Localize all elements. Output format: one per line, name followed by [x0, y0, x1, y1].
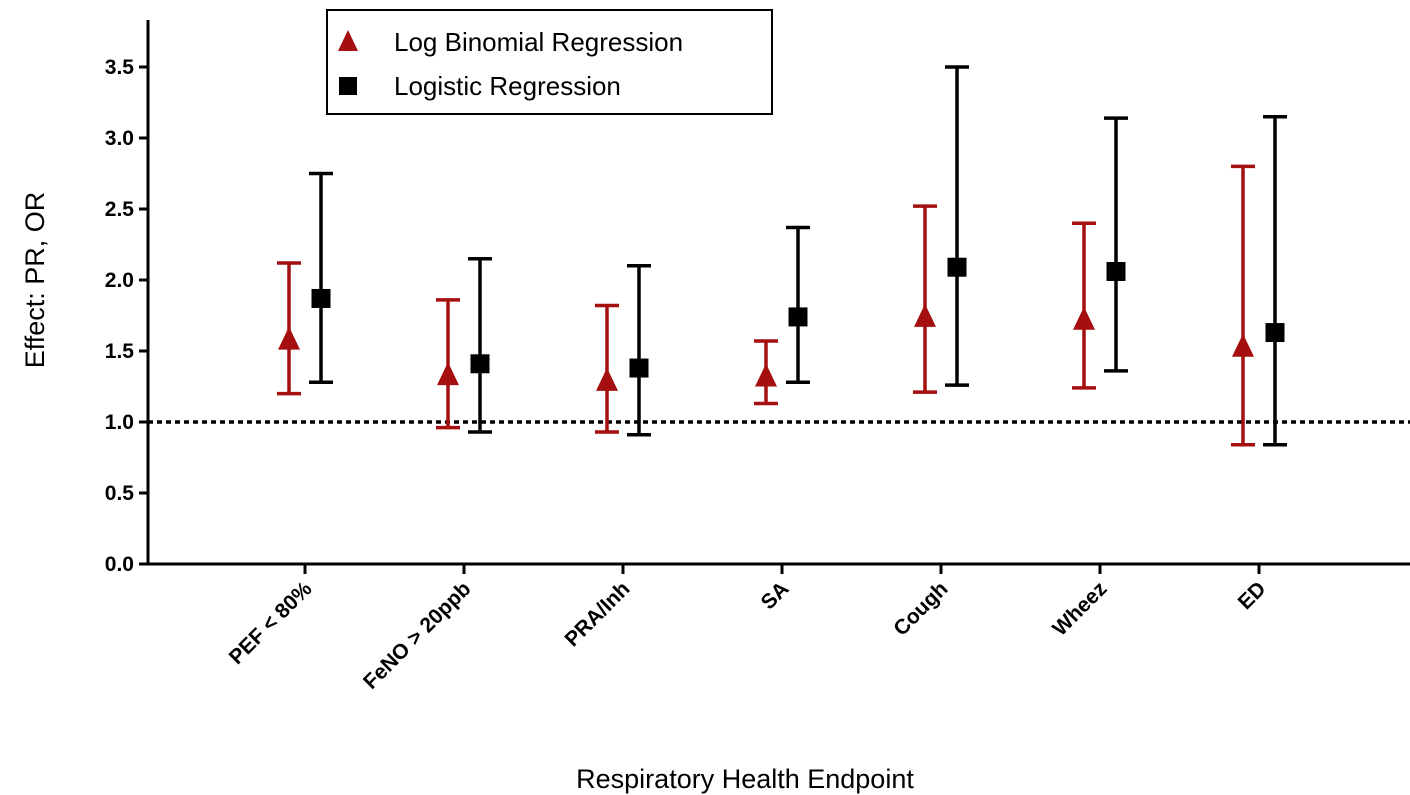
legend-label: Log Binomial Regression — [394, 27, 683, 57]
legend-label: Logistic Regression — [394, 71, 621, 101]
square-marker — [788, 307, 808, 327]
error-bar-point — [786, 225, 810, 384]
y-tick-label: 2.5 — [105, 198, 135, 221]
error-bar-point — [436, 298, 460, 430]
legend-triangle-marker — [338, 30, 358, 51]
x-axis-title: Respiratory Health Endpoint — [576, 764, 914, 794]
triangle-marker — [1073, 306, 1095, 330]
triangle-marker — [914, 303, 936, 327]
square-marker — [311, 288, 331, 308]
x-tick-label: SA — [757, 577, 794, 614]
square-marker — [470, 354, 490, 374]
error-bar-point — [277, 261, 301, 396]
triangle-marker — [755, 363, 777, 387]
y-tick-label: 3.0 — [105, 127, 134, 150]
triangle-marker — [278, 326, 300, 350]
x-tick-label: Cough — [889, 577, 952, 640]
y-tick-label: 0.5 — [105, 482, 135, 505]
error-bar-point — [468, 256, 492, 434]
x-tick-label: Wheez — [1048, 577, 1111, 640]
square-marker — [947, 257, 967, 277]
error-bar-point — [309, 171, 333, 384]
y-tick-label: 1.5 — [105, 340, 135, 363]
error-bar-point — [913, 204, 937, 394]
legend-box — [326, 9, 773, 115]
y-tick-label: 2.0 — [105, 269, 134, 292]
square-marker — [1265, 323, 1285, 343]
error-bar-point — [1231, 164, 1255, 447]
triangle-marker — [596, 367, 618, 391]
y-tick-label: 1.0 — [105, 411, 134, 434]
error-bar-point — [1263, 114, 1287, 447]
triangle-marker — [1232, 333, 1254, 357]
y-axis-title: Effect: PR, OR — [20, 192, 50, 369]
error-bar-point — [754, 339, 778, 406]
x-tick-label: FeNO > 20ppb — [359, 577, 476, 694]
legend-square-marker — [339, 77, 357, 95]
error-bar-point — [945, 65, 969, 387]
error-bar-point — [595, 303, 619, 434]
error-bar-point — [1072, 221, 1096, 390]
x-tick-label: PEF < 80% — [225, 577, 317, 669]
y-tick-label: 0.0 — [105, 553, 134, 576]
triangle-marker — [437, 362, 459, 386]
x-tick-label: PRA/Inh — [561, 577, 635, 651]
data-marks — [277, 65, 1287, 447]
x-tick-label: ED — [1234, 577, 1271, 614]
square-marker — [1106, 261, 1126, 281]
error-bar-point — [627, 264, 651, 437]
y-tick-label: 3.5 — [105, 56, 135, 79]
square-marker — [629, 358, 649, 378]
legend: Log Binomial Regression Logistic Regressi… — [326, 9, 773, 115]
error-bar-point — [1104, 116, 1128, 373]
axes: 0.0 0.5 1.0 1.5 2.0 2.5 3.0 3.5 PEF < 80% FeNO > … — [105, 20, 1410, 694]
